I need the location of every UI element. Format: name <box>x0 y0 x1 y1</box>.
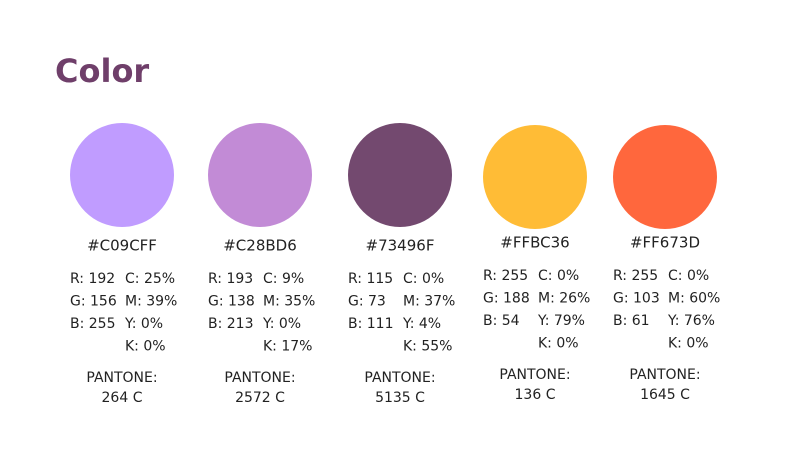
rgb-value: G: 156 <box>70 294 117 310</box>
pantone-code: 5135 C <box>375 390 425 406</box>
cmyk-value: M: 39% <box>125 294 177 310</box>
cmyk-value: Y: 0% <box>124 316 163 332</box>
rgb-value: B: 54 <box>483 313 520 329</box>
pantone-code: 1645 C <box>640 387 690 403</box>
hex-code: #C28BD6 <box>223 237 297 255</box>
cmyk-value: M: 35% <box>263 294 315 310</box>
rgb-value: R: 115 <box>348 271 393 287</box>
pantone-label: PANTONE: <box>629 367 700 383</box>
cmyk-value: Y: 79% <box>537 313 585 329</box>
rgb-value: G: 138 <box>208 294 255 310</box>
cmyk-value: K: 0% <box>125 339 166 355</box>
swatch-circle <box>348 123 452 227</box>
pantone-label: PANTONE: <box>364 370 435 386</box>
rgb-value: G: 188 <box>483 291 530 307</box>
pantone-code: 2572 C <box>235 390 285 406</box>
pantone-code: 264 C <box>102 390 143 406</box>
hex-code: #73496F <box>366 237 435 255</box>
rgb-value: R: 192 <box>70 271 115 287</box>
cmyk-value: Y: 0% <box>262 316 301 332</box>
rgb-value: G: 103 <box>613 291 660 307</box>
swatch-circle <box>483 125 587 229</box>
cmyk-value: M: 26% <box>538 291 590 307</box>
rgb-value: R: 255 <box>483 268 528 284</box>
pantone-code: 136 C <box>515 387 556 403</box>
cmyk-value: K: 17% <box>263 339 312 355</box>
cmyk-value: Y: 76% <box>667 313 715 329</box>
cmyk-value: K: 55% <box>403 339 452 355</box>
hex-code: #FFBC36 <box>500 234 569 252</box>
swatch-circle <box>70 123 174 227</box>
rgb-value: B: 61 <box>613 313 650 329</box>
swatch-circle <box>613 125 717 229</box>
cmyk-value: C: 0% <box>538 268 579 284</box>
rgb-value: B: 255 <box>70 316 116 332</box>
cmyk-value: Y: 4% <box>402 316 441 332</box>
pantone-label: PANTONE: <box>499 367 570 383</box>
rgb-value: B: 111 <box>348 316 394 332</box>
cmyk-value: C: 9% <box>263 271 304 287</box>
cmyk-value: K: 0% <box>668 336 709 352</box>
rgb-value: R: 255 <box>613 268 658 284</box>
rgb-value: G: 73 <box>348 294 386 310</box>
page-title: Color <box>55 52 149 90</box>
hex-code: #FF673D <box>630 234 700 252</box>
cmyk-value: C: 25% <box>125 271 175 287</box>
swatch-circle <box>208 123 312 227</box>
cmyk-value: M: 37% <box>403 294 455 310</box>
rgb-value: B: 213 <box>208 316 254 332</box>
cmyk-value: M: 60% <box>668 291 720 307</box>
cmyk-value: C: 0% <box>668 268 709 284</box>
rgb-value: R: 193 <box>208 271 253 287</box>
cmyk-value: C: 0% <box>403 271 444 287</box>
pantone-label: PANTONE: <box>224 370 295 386</box>
pantone-label: PANTONE: <box>86 370 157 386</box>
cmyk-value: K: 0% <box>538 336 579 352</box>
hex-code: #C09CFF <box>87 237 157 255</box>
